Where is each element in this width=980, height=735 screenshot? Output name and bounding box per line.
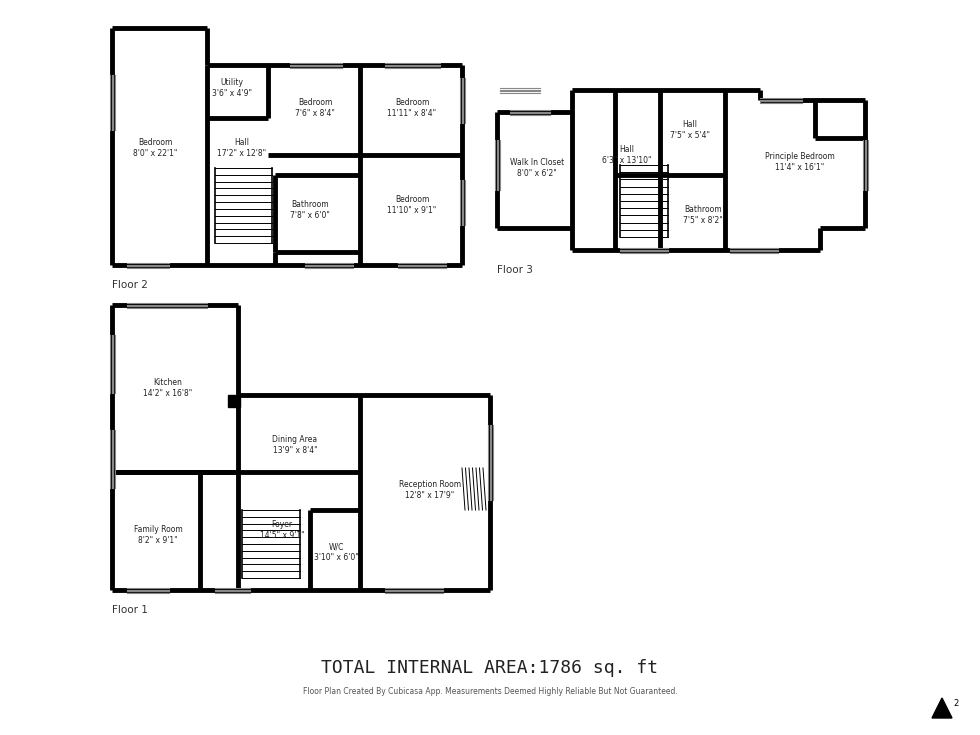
- Text: 2: 2: [953, 699, 958, 708]
- Text: Bedroom
8'0" x 22'1": Bedroom 8'0" x 22'1": [133, 138, 177, 158]
- Bar: [228, 395, 240, 407]
- Text: Bedroom
7'6" x 8'4": Bedroom 7'6" x 8'4": [295, 98, 335, 118]
- Text: Bedroom
11'10" x 9'1": Bedroom 11'10" x 9'1": [387, 196, 437, 215]
- Text: Dining Area
13'9" x 8'4": Dining Area 13'9" x 8'4": [272, 435, 318, 455]
- Text: Utility
3'6" x 4'9": Utility 3'6" x 4'9": [212, 79, 252, 98]
- Text: Bedroom
11'11" x 8'4": Bedroom 11'11" x 8'4": [387, 98, 436, 118]
- Text: Family Room
8'2" x 9'1": Family Room 8'2" x 9'1": [133, 526, 182, 545]
- Polygon shape: [932, 698, 952, 718]
- Text: Floor 2: Floor 2: [112, 280, 148, 290]
- Text: Walk In Closet
8'0" x 6'2": Walk In Closet 8'0" x 6'2": [510, 158, 564, 178]
- Text: Principle Bedroom
11'4" x 16'1": Principle Bedroom 11'4" x 16'1": [765, 152, 835, 172]
- Text: Hall
6'3" x 13'10": Hall 6'3" x 13'10": [603, 146, 652, 165]
- Text: Kitchen
14'2" x 16'8": Kitchen 14'2" x 16'8": [143, 379, 193, 398]
- Text: Floor Plan Created By Cubicasa App. Measurements Deemed Highly Reliable But Not : Floor Plan Created By Cubicasa App. Meas…: [303, 687, 677, 697]
- Text: Foyer
14'5" x 9'1": Foyer 14'5" x 9'1": [260, 520, 305, 539]
- Text: Hall
17'2" x 12'8": Hall 17'2" x 12'8": [218, 138, 267, 158]
- Text: Floor 1: Floor 1: [112, 605, 148, 615]
- Text: Bathroom
7'5" x 8'2": Bathroom 7'5" x 8'2": [683, 205, 723, 225]
- Text: Hall
7'5" x 5'4": Hall 7'5" x 5'4": [670, 121, 710, 140]
- Text: W/C
3'10" x 6'0": W/C 3'10" x 6'0": [314, 542, 359, 562]
- Text: Bathroom
7'8" x 6'0": Bathroom 7'8" x 6'0": [290, 201, 330, 220]
- Text: Reception Room
12'8" x 17'9": Reception Room 12'8" x 17'9": [399, 480, 461, 500]
- Text: Floor 3: Floor 3: [497, 265, 533, 275]
- Text: TOTAL INTERNAL AREA:1786 sq. ft: TOTAL INTERNAL AREA:1786 sq. ft: [321, 659, 659, 677]
